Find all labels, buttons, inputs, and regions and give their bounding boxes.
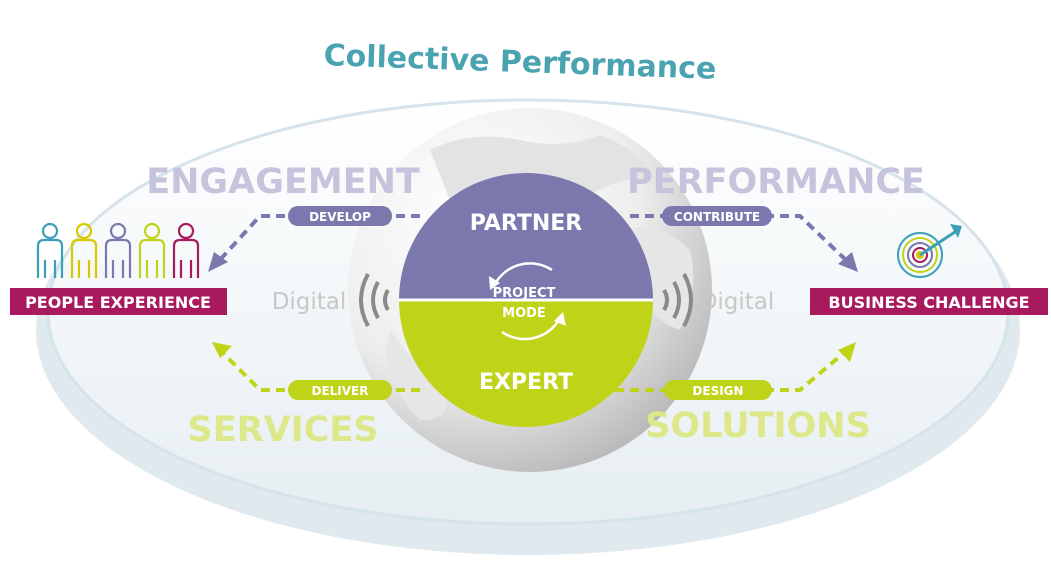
develop-label: DEVELOP [309, 210, 371, 224]
solutions-label: SOLUTIONS [645, 406, 871, 446]
target-icon [897, 224, 962, 278]
contribute-pill: CONTRIBUTE [662, 206, 772, 226]
deliver-pill: DELIVER [288, 380, 392, 400]
deliver-label: DELIVER [312, 384, 369, 398]
wave-icon [359, 273, 390, 327]
business-challenge-label: BUSINESS CHALLENGE [828, 293, 1029, 312]
expert-label: EXPERT [479, 370, 573, 395]
design-pill: DESIGN [664, 380, 772, 400]
project-mode-line2: MODE [502, 306, 546, 321]
services-label: SERVICES [188, 410, 379, 450]
partner-label: PARTNER [470, 211, 583, 236]
arrow-contribute [630, 214, 858, 272]
engagement-label: ENGAGEMENT [146, 162, 420, 202]
wave-icon [662, 273, 693, 327]
project-mode-line1: PROJECT [493, 286, 556, 301]
people-icon [36, 222, 200, 278]
diagram-title: Collective Performance [323, 38, 717, 87]
design-label: DESIGN [692, 384, 743, 398]
people-experience-box: PEOPLE EXPERIENCE [10, 288, 227, 315]
digital-left-label: Digital [272, 289, 347, 315]
cycle-arrows-icon [489, 262, 566, 341]
contribute-label: CONTRIBUTE [674, 210, 760, 224]
people-experience-label: PEOPLE EXPERIENCE [25, 293, 211, 312]
develop-pill: DEVELOP [288, 206, 392, 226]
digital-right-label: Digital [700, 289, 775, 315]
business-challenge-box: BUSINESS CHALLENGE [810, 288, 1048, 315]
performance-label: PERFORMANCE [627, 162, 925, 202]
